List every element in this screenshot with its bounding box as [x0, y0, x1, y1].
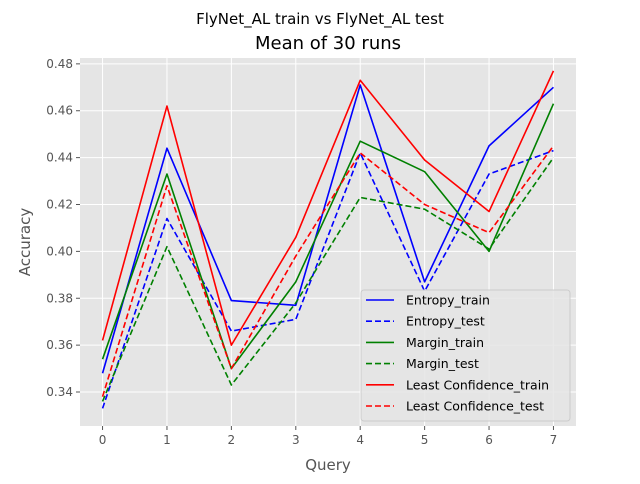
x-tick-label: 4 [356, 433, 364, 447]
x-tick-label: 3 [292, 433, 300, 447]
legend-label: Least Confidence_test [406, 399, 544, 414]
series-line [101, 157, 555, 402]
series-line [101, 149, 554, 409]
legend-label: Entropy_test [406, 314, 485, 329]
x-tick-label: 7 [550, 433, 558, 447]
legend-items: Entropy_train Entropy_test Margin_train Mar… [366, 293, 549, 414]
x-tick-label: 5 [421, 433, 429, 447]
x-tick-labels: 0 1 2 3 4 5 6 7 [99, 426, 558, 447]
chart-suptitle: FlyNet_AL train vs FlyNet_AL test [196, 10, 444, 29]
x-tick-label: 2 [228, 433, 236, 447]
x-tick-label: 0 [99, 433, 107, 447]
chart-title: Mean of 30 runs [255, 33, 401, 54]
x-tick-label: 6 [485, 433, 493, 447]
legend: Entropy_train Entropy_test Margin_train Mar… [360, 289, 571, 422]
y-tick-label: 0.48 [46, 57, 73, 71]
legend-label: Least Confidence_train [406, 377, 549, 392]
y-tick-label: 0.38 [46, 291, 73, 305]
legend-label: Margin_train [406, 335, 484, 350]
legend-frame [360, 289, 571, 422]
y-tick-labels: 0.34 0.36 0.38 0.40 0.42 0.44 0.46 0.48 [46, 57, 80, 399]
series-line [101, 145, 555, 397]
x-tick-label: 1 [163, 433, 171, 447]
y-tick-label: 0.46 [46, 104, 73, 118]
legend-label: Margin_test [406, 356, 479, 371]
series-line [101, 84, 554, 374]
y-tick-label: 0.40 [46, 244, 73, 258]
y-tick-label: 0.34 [46, 385, 73, 399]
y-tick-label: 0.44 [46, 151, 73, 165]
series-line [101, 70, 555, 346]
series-line [101, 103, 555, 370]
legend-label: Entropy_train [406, 293, 490, 308]
x-axis-label: Query [305, 456, 351, 474]
y-axis-label: Accuracy [16, 208, 34, 277]
y-tick-label: 0.42 [46, 197, 73, 211]
series-layer [101, 70, 555, 409]
y-tick-label: 0.36 [46, 338, 73, 352]
